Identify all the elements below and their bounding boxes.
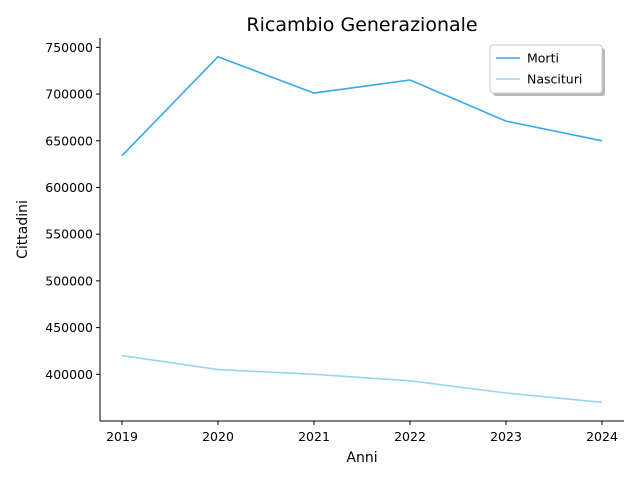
series-lines bbox=[121, 55, 603, 404]
y-tick-label: 650000 bbox=[45, 133, 93, 148]
x-tick-label: 2024 bbox=[586, 429, 618, 444]
legend-label: Morti bbox=[527, 51, 559, 66]
legend-label: Nascituri bbox=[527, 72, 582, 87]
x-tick-label: 2021 bbox=[298, 429, 330, 444]
chart-title: Ricambio Generazionale bbox=[246, 14, 477, 36]
y-tick-label: 550000 bbox=[45, 227, 93, 242]
legend-box bbox=[489, 44, 603, 94]
y-tick-label: 450000 bbox=[45, 320, 93, 335]
x-tick-label: 2020 bbox=[202, 429, 234, 444]
x-ticks: 2019 2020 2021 2022 2023 2024 bbox=[106, 421, 618, 444]
axes bbox=[99, 38, 624, 422]
x-tick-label: 2022 bbox=[394, 429, 426, 444]
series-line-morti bbox=[121, 55, 603, 157]
x-axis-title: Anni bbox=[346, 450, 377, 466]
y-ticks: 400000 450000 500000 550000 600000 650000 7000… bbox=[45, 40, 100, 382]
y-tick-label: 500000 bbox=[45, 273, 93, 288]
y-axis-title: Cittadini bbox=[15, 200, 31, 259]
series-line-nascituri bbox=[121, 354, 603, 404]
y-tick-label: 600000 bbox=[45, 180, 93, 195]
y-tick-label: 700000 bbox=[45, 87, 93, 102]
y-tick-label: 750000 bbox=[45, 40, 93, 55]
legend: Morti Nascituri bbox=[489, 44, 605, 96]
x-tick-label: 2019 bbox=[106, 429, 138, 444]
y-tick-label: 400000 bbox=[45, 367, 93, 382]
x-tick-label: 2023 bbox=[490, 429, 522, 444]
